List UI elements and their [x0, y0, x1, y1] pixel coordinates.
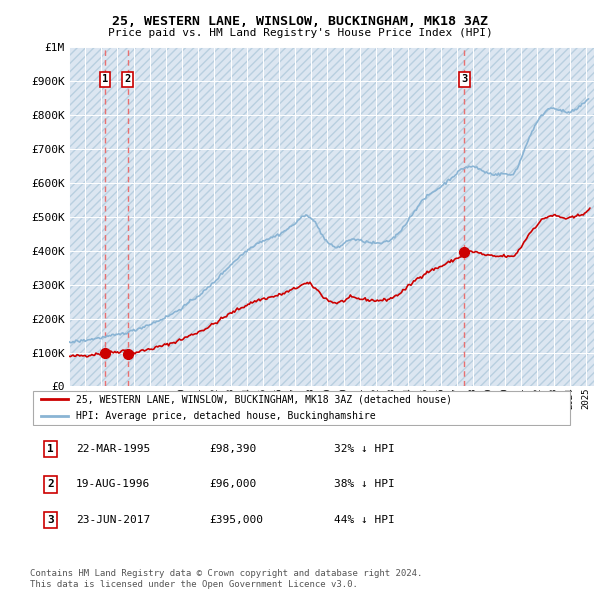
Text: Price paid vs. HM Land Registry's House Price Index (HPI): Price paid vs. HM Land Registry's House …: [107, 28, 493, 38]
Text: 3: 3: [461, 74, 467, 84]
Text: 25, WESTERN LANE, WINSLOW, BUCKINGHAM, MK18 3AZ: 25, WESTERN LANE, WINSLOW, BUCKINGHAM, M…: [112, 15, 488, 28]
Text: Contains HM Land Registry data © Crown copyright and database right 2024.
This d: Contains HM Land Registry data © Crown c…: [30, 569, 422, 589]
Text: 19-AUG-1996: 19-AUG-1996: [76, 480, 151, 489]
Text: 44% ↓ HPI: 44% ↓ HPI: [334, 515, 395, 525]
Text: 2: 2: [47, 480, 54, 489]
Text: £98,390: £98,390: [209, 444, 256, 454]
Point: [100, 348, 110, 358]
Text: 38% ↓ HPI: 38% ↓ HPI: [334, 480, 395, 489]
FancyBboxPatch shape: [33, 391, 570, 425]
Text: 25, WESTERN LANE, WINSLOW, BUCKINGHAM, MK18 3AZ (detached house): 25, WESTERN LANE, WINSLOW, BUCKINGHAM, M…: [76, 394, 452, 404]
Text: 1: 1: [47, 444, 54, 454]
Text: HPI: Average price, detached house, Buckinghamshire: HPI: Average price, detached house, Buck…: [76, 411, 376, 421]
Text: 32% ↓ HPI: 32% ↓ HPI: [334, 444, 395, 454]
Text: 23-JUN-2017: 23-JUN-2017: [76, 515, 151, 525]
Text: £395,000: £395,000: [209, 515, 263, 525]
Point: [460, 248, 469, 257]
Text: £96,000: £96,000: [209, 480, 256, 489]
Text: 1: 1: [102, 74, 108, 84]
Text: 3: 3: [47, 515, 54, 525]
Text: 2: 2: [125, 74, 131, 84]
Text: 22-MAR-1995: 22-MAR-1995: [76, 444, 151, 454]
Point: [123, 349, 133, 359]
